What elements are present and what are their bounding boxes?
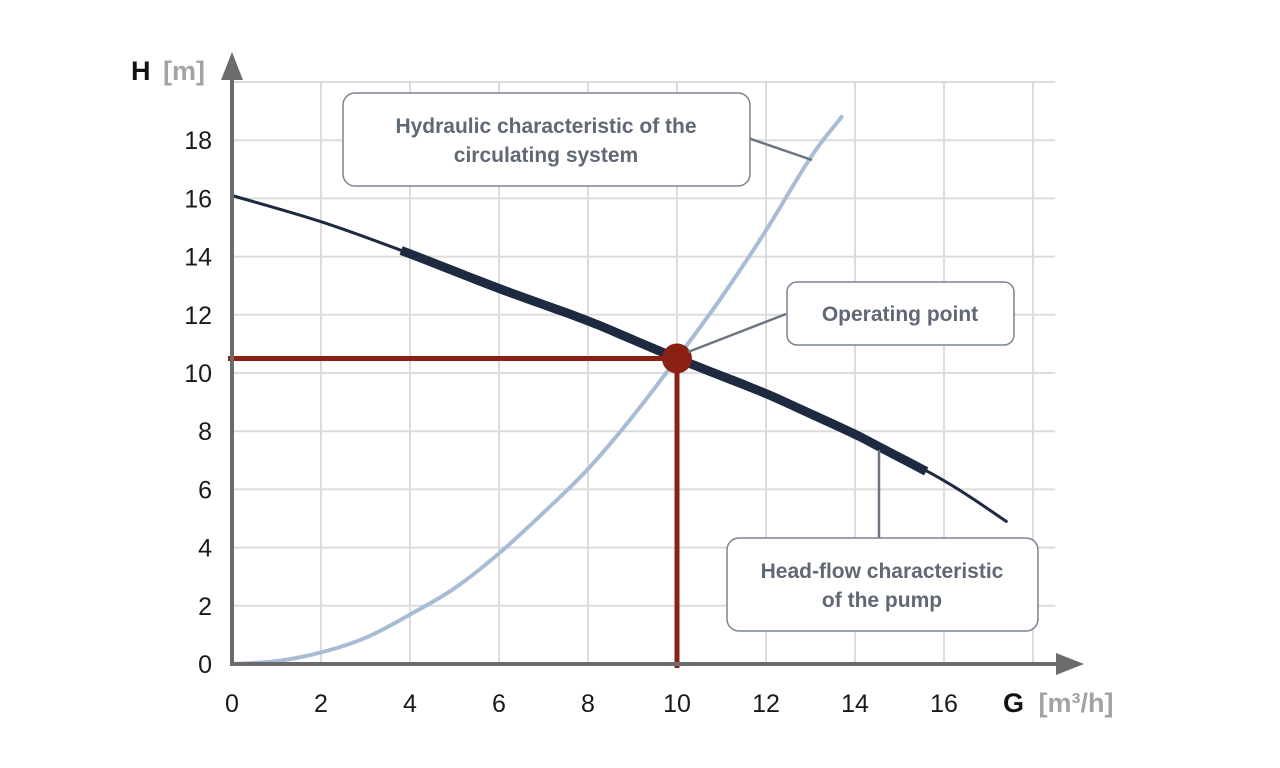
x-tick-label: 16: [930, 690, 958, 718]
x-tick-label: 14: [841, 690, 869, 718]
x-tick-label: 2: [314, 690, 328, 718]
y-tick-label: 18: [184, 127, 212, 155]
x-tick-label: 4: [403, 690, 417, 718]
x-tick-label: 10: [663, 690, 691, 718]
callout-system-box: [342, 92, 751, 187]
callout-system: Hydraulic characteristic of the circulat…: [342, 92, 813, 187]
callout-system-leader: [747, 136, 813, 162]
callout-operating: Operating point: [687, 281, 1015, 354]
callout-operating-box: [786, 281, 1015, 346]
x-tick-label: 12: [752, 690, 780, 718]
y-tick-label: 16: [184, 185, 212, 213]
x-axis-unit: [m³/h]: [1038, 688, 1113, 718]
y-tick-label: 4: [198, 535, 212, 563]
y-tick-labels: 0 2 4 6 8 10 12 14 16 18: [184, 127, 212, 679]
callout-pump-line-2: of the pump: [822, 589, 942, 612]
axes: [221, 52, 1084, 675]
callouts: Hydraulic characteristic of the circulat…: [342, 92, 1039, 632]
x-axis-name: G: [1003, 688, 1024, 718]
callout-operating-leader: [687, 312, 787, 354]
y-axis-unit: [m]: [163, 56, 205, 86]
y-tick-label: 2: [198, 593, 212, 621]
y-tick-label: 8: [198, 418, 212, 446]
x-axis-arrow-icon: [1056, 653, 1084, 675]
operating-point-group: [228, 343, 692, 668]
y-axis-arrow-icon: [221, 52, 243, 80]
x-tick-label: 8: [581, 690, 595, 718]
y-tick-label: 6: [198, 476, 212, 504]
callout-pump-box: [726, 537, 1039, 632]
callout-pump-line-1: Head-flow characteristic: [761, 560, 1004, 583]
callout-pump: Head-flow characteristic of the pump: [726, 450, 1039, 632]
y-tick-label: 14: [184, 244, 212, 272]
x-tick-labels: 0 2 4 6 8 10 12 14 16: [225, 690, 958, 718]
y-axis-title: H [m]: [131, 56, 205, 86]
y-tick-label: 12: [184, 302, 212, 330]
series-system-curve: [230, 114, 844, 666]
y-tick-label: 0: [198, 651, 212, 679]
x-tick-label: 6: [492, 690, 506, 718]
y-tick-label: 10: [184, 360, 212, 388]
callout-system-line-1: Hydraulic characteristic of the: [395, 115, 696, 138]
callout-operating-line-1: Operating point: [822, 303, 978, 326]
x-axis-title: G [m³/h]: [1003, 688, 1113, 718]
callout-system-line-2: circulating system: [454, 144, 638, 167]
y-axis-name: H: [131, 56, 151, 86]
operating-point-marker: [662, 343, 692, 374]
x-tick-label: 0: [225, 690, 239, 718]
